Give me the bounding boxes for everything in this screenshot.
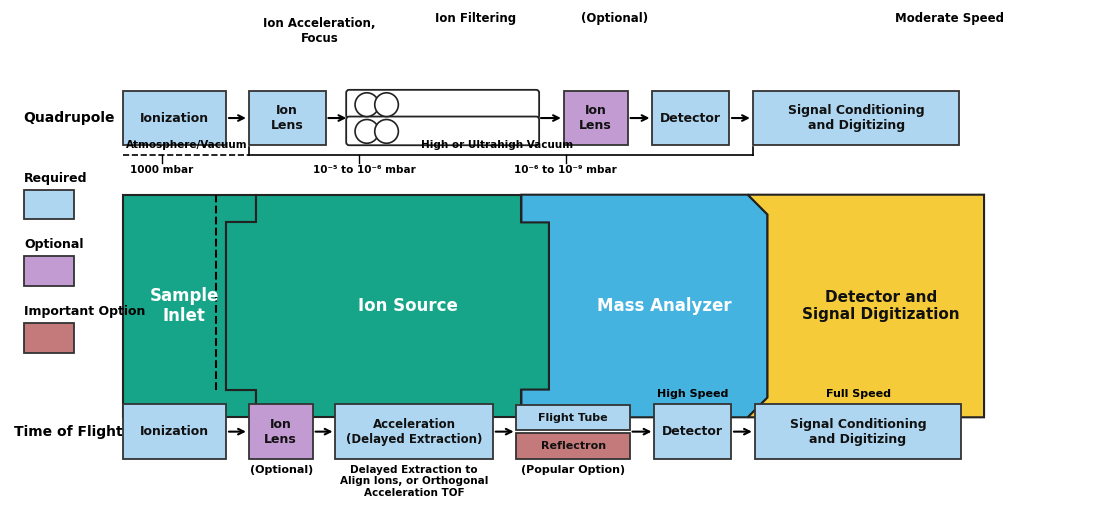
Text: Reflectron: Reflectron (540, 441, 606, 450)
Bar (652, 91, 730, 145)
Polygon shape (748, 195, 984, 417)
FancyBboxPatch shape (346, 90, 539, 118)
Text: (Popular Option): (Popular Option) (520, 465, 625, 475)
Circle shape (355, 119, 379, 143)
Bar (122, 404, 226, 459)
Text: Sample
Inlet: Sample Inlet (150, 286, 219, 325)
Text: Moderate Speed: Moderate Speed (895, 12, 1004, 25)
Bar (24, 323, 74, 353)
Text: Ion
Lens: Ion Lens (580, 104, 612, 132)
Bar (755, 404, 961, 459)
Text: High or Ultrahigh Vacuum: High or Ultrahigh Vacuum (421, 140, 573, 150)
Bar (122, 91, 226, 145)
Bar (335, 404, 493, 459)
Text: Atmosphere/Vacuum: Atmosphere/Vacuum (126, 140, 248, 150)
Bar (564, 91, 628, 145)
Text: (Optional): (Optional) (582, 12, 648, 25)
Text: Ion Acceleration,
Focus: Ion Acceleration, Focus (263, 17, 376, 45)
Text: Required: Required (24, 172, 88, 185)
Text: Detector: Detector (660, 112, 721, 125)
Polygon shape (521, 195, 767, 417)
Text: Full Speed: Full Speed (825, 389, 890, 400)
Bar (249, 91, 325, 145)
Text: Time of Flight: Time of Flight (14, 425, 123, 439)
Text: Ionization: Ionization (140, 425, 209, 438)
Bar (249, 404, 313, 459)
Polygon shape (226, 195, 549, 417)
Polygon shape (122, 195, 256, 417)
Text: Ion
Lens: Ion Lens (271, 104, 303, 132)
Text: Detector: Detector (662, 425, 723, 438)
Text: 10⁻⁵ to 10⁻⁶ mbar: 10⁻⁵ to 10⁻⁶ mbar (313, 165, 415, 175)
Text: (Optional): (Optional) (249, 465, 313, 475)
FancyBboxPatch shape (346, 117, 539, 145)
Circle shape (375, 119, 398, 143)
Bar (517, 405, 629, 430)
Text: Ion Source: Ion Source (358, 297, 458, 315)
Bar (24, 190, 74, 220)
Text: Signal Conditioning
and Digitizing: Signal Conditioning and Digitizing (790, 418, 927, 446)
Text: Ion
Lens: Ion Lens (264, 418, 298, 446)
Circle shape (355, 93, 379, 117)
Bar (655, 404, 731, 459)
Text: Delayed Extraction to
Align Ions, or Orthogonal
Acceleration TOF: Delayed Extraction to Align Ions, or Ort… (339, 465, 488, 498)
Text: Mass Analyzer: Mass Analyzer (597, 297, 732, 315)
Text: Signal Conditioning
and Digitizing: Signal Conditioning and Digitizing (788, 104, 925, 132)
Bar (517, 433, 629, 459)
Text: Flight Tube: Flight Tube (538, 413, 608, 422)
Bar (753, 91, 960, 145)
Text: Detector and
Signal Digitization: Detector and Signal Digitization (802, 290, 960, 322)
Circle shape (375, 93, 398, 117)
Text: 10⁻⁶ to 10⁻⁹ mbar: 10⁻⁶ to 10⁻⁹ mbar (515, 165, 617, 175)
Text: Quadrupole: Quadrupole (23, 111, 115, 125)
Text: Acceleration
(Delayed Extraction): Acceleration (Delayed Extraction) (346, 418, 483, 446)
Text: 1000 mbar: 1000 mbar (130, 165, 194, 175)
Text: Ion Filtering: Ion Filtering (434, 12, 516, 25)
Text: Ionization: Ionization (140, 112, 209, 125)
Text: Important Option: Important Option (24, 305, 145, 318)
Bar (24, 256, 74, 286)
Text: Optional: Optional (24, 238, 84, 251)
Text: High Speed: High Speed (657, 389, 728, 400)
